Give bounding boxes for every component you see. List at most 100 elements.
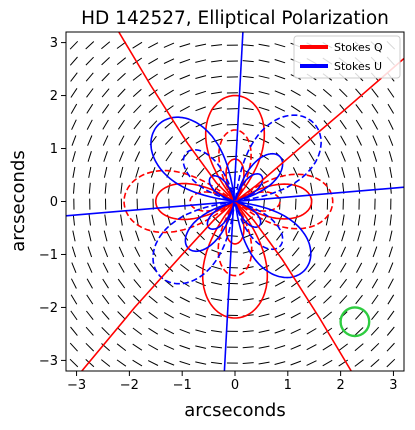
polarization-vector	[295, 198, 297, 210]
polarization-vector	[118, 135, 125, 146]
polarization-vector	[101, 41, 111, 50]
polarization-vector	[242, 91, 254, 95]
polarization-vector	[275, 264, 285, 272]
polarization-vector	[274, 280, 285, 287]
polarization-vector	[179, 344, 191, 350]
polarization-vector	[133, 135, 141, 146]
polarization-vector	[133, 262, 141, 273]
polarization-vector	[274, 345, 286, 350]
polarization-vector	[132, 343, 143, 351]
polarization-vector	[274, 361, 286, 365]
polarization-vector	[179, 105, 190, 112]
polarization-vector	[260, 215, 268, 225]
y-axis-ticks: −3 −2 −1 0 1 2 3	[39, 36, 66, 369]
polarization-vector	[306, 311, 317, 319]
polarization-vector	[258, 313, 270, 318]
polarization-vector	[132, 359, 143, 367]
polarization-vector	[291, 136, 300, 145]
stokes-u-contour	[233, 200, 284, 251]
polarization-vector	[322, 359, 333, 367]
polarization-vector	[179, 90, 191, 96]
polarization-vector	[103, 230, 108, 242]
polarization-vector	[371, 88, 379, 98]
polarization-vector	[358, 182, 361, 194]
polarization-vector	[165, 247, 173, 257]
stokes-u-contour	[234, 114, 322, 203]
polarization-vector	[341, 214, 345, 226]
polarization-vector	[386, 358, 396, 368]
polarization-vector	[181, 231, 189, 241]
polarization-vector	[242, 282, 254, 285]
polarization-vector	[71, 246, 77, 258]
polarization-vector	[388, 151, 393, 162]
polarization-vector	[116, 57, 127, 65]
polarization-vector	[86, 278, 93, 289]
polarization-vector	[117, 88, 126, 98]
polarization-vector	[72, 230, 76, 242]
polarization-vector	[164, 105, 174, 113]
polarization-vector	[306, 360, 317, 366]
polarization-vector	[226, 139, 238, 142]
polarization-vector	[357, 166, 361, 178]
polarization-vector	[211, 91, 222, 95]
polarization-vector	[88, 214, 91, 226]
polarization-vector	[274, 296, 286, 303]
x-tick-label: 3	[389, 378, 397, 393]
polarization-vector	[242, 298, 254, 301]
polarization-vector	[86, 310, 94, 321]
polarization-vector	[184, 198, 186, 210]
polarization-vector	[195, 361, 207, 365]
polarization-vector	[195, 106, 206, 112]
polarization-vector	[341, 166, 346, 178]
polarization-vector	[195, 59, 207, 63]
polarization-vector	[88, 230, 92, 242]
polarization-vector	[372, 151, 378, 162]
polarization-vector	[163, 312, 174, 319]
polarization-vector	[167, 182, 171, 194]
polarization-vector	[132, 327, 142, 336]
polarization-vector	[306, 328, 317, 335]
polarization-vector	[292, 167, 299, 178]
polarization-vector	[291, 120, 301, 129]
polarization-vector	[211, 59, 223, 63]
polarization-vector	[163, 344, 175, 350]
polarization-vector	[309, 214, 314, 226]
polarization-vector	[70, 294, 78, 305]
polarization-vector	[307, 263, 316, 273]
polarization-vector	[88, 182, 91, 194]
polarization-vector	[116, 41, 127, 49]
polarization-vector	[274, 312, 286, 318]
polarization-vector	[372, 246, 378, 258]
polarization-vector	[387, 310, 395, 321]
y-tick-label: 1	[50, 142, 58, 157]
polarization-vector	[196, 167, 205, 177]
polarization-vector	[274, 74, 286, 80]
polarization-vector	[195, 137, 206, 144]
polarization-vector	[370, 359, 380, 368]
polarization-vector	[357, 214, 361, 226]
polarization-vector	[164, 136, 174, 145]
polarization-vector	[290, 328, 301, 335]
polarization-vector	[148, 57, 159, 65]
polarization-vector	[323, 279, 332, 289]
polarization-vector	[259, 168, 269, 177]
polarization-vector	[119, 230, 124, 242]
polarization-vector	[354, 359, 364, 367]
polarization-vector	[211, 44, 223, 47]
polarization-vector	[195, 75, 207, 79]
polarization-vector	[242, 330, 254, 333]
stokes-q-contour	[123, 169, 237, 234]
polarization-vector	[132, 88, 142, 97]
polarization-vector	[163, 73, 175, 81]
polarization-vector	[258, 106, 270, 111]
polarization-vector	[259, 232, 269, 240]
polarization-vector	[355, 119, 363, 130]
stokes-u-contour	[152, 200, 236, 285]
polarization-vector	[339, 295, 348, 304]
x-tick-label: 0	[231, 378, 239, 393]
polarization-vector	[103, 166, 108, 178]
polarization-vector	[387, 103, 395, 114]
polarization-vector	[117, 311, 126, 320]
x-tick-label: −3	[67, 378, 86, 393]
